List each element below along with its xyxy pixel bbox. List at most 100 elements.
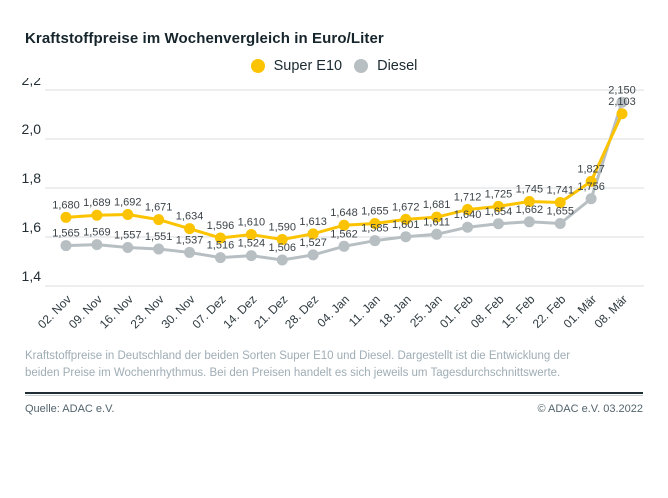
data-label-super-e10: 1,712 [454,192,482,204]
data-point-diesel [554,218,566,230]
data-point-diesel [122,242,134,254]
data-point-super-e10 [554,196,566,208]
data-point-super-e10 [276,233,288,245]
diesel-dot-icon [354,59,369,73]
x-axis-tick: 22. Feb [530,292,569,331]
data-point-diesel [492,218,504,230]
data-point-diesel [369,235,381,247]
x-axis-tick: 07. Dez [189,292,228,331]
data-point-diesel [184,246,196,258]
data-point-diesel [307,249,319,261]
data-label-diesel: 1,506 [268,242,296,254]
super-e10-dot-icon [250,59,265,73]
x-axis-tick: 01. Feb [437,292,476,331]
x-axis-tick: 01. Mär [561,292,600,331]
x-axis-tick: 21. Dez [251,292,290,331]
chart-footnote: Kraftstoffpreise in Deutschland der beid… [25,350,571,380]
data-point-diesel [431,228,443,240]
legend-item-diesel: Diesel [354,58,417,74]
data-point-diesel [523,216,535,228]
x-axis-tick: 11. Jan [346,292,383,329]
data-label-diesel: 1,557 [114,230,142,242]
footer: Quelle: ADAC e.V. © ADAC e.V. 03.2022 [25,403,643,415]
x-axis-tick: 23. Nov [128,292,167,331]
data-label-super-e10: 1,725 [485,188,513,200]
data-point-super-e10 [431,211,443,223]
y-axis-tick: 2,0 [22,121,42,137]
data-point-super-e10 [60,211,72,223]
source-text: Quelle: ADAC e.V. [25,402,115,415]
data-label-diesel: 1,551 [145,231,173,243]
data-point-super-e10 [523,195,535,207]
data-label-super-e10: 1,741 [546,184,574,196]
divider [25,391,643,396]
x-axis-tick: 16. Nov [97,292,136,331]
x-axis-tick: 08. Feb [468,292,507,331]
data-point-super-e10 [214,232,226,244]
data-label-super-e10: 1,634 [176,211,204,223]
x-axis-tick: 04. Jan [314,292,352,330]
data-point-diesel [338,240,350,252]
data-point-super-e10 [616,108,628,120]
data-label-super-e10: 1,827 [577,163,605,175]
data-point-super-e10 [462,204,474,216]
data-label-diesel: 1,569 [83,227,111,239]
data-label-super-e10: 1,613 [299,216,327,228]
y-axis-tick: 2,2 [22,78,42,88]
data-label-super-e10: 1,655 [361,206,389,218]
data-point-super-e10 [338,219,350,231]
data-label-diesel: 1,562 [330,228,358,240]
legend-label-super-e10: Super E10 [273,58,343,74]
legend-item-super-e10: Super E10 [250,58,343,74]
data-label-super-e10: 2,103 [608,96,636,108]
data-point-diesel [245,250,257,262]
data-point-super-e10 [91,209,103,221]
data-point-super-e10 [245,229,257,241]
data-label-super-e10: 1,692 [114,196,142,208]
data-label-super-e10: 1,672 [392,201,420,213]
data-point-super-e10 [307,228,319,240]
data-label-super-e10: 1,648 [330,207,358,219]
data-point-super-e10 [122,208,134,220]
data-label-super-e10: 1,671 [145,202,173,214]
x-axis-tick: 30. Nov [159,292,198,331]
data-label-diesel: 1,640 [454,209,482,221]
data-point-super-e10 [153,214,165,226]
data-point-diesel [616,96,628,108]
data-label-diesel: 1,756 [577,181,605,193]
data-label-super-e10: 1,596 [207,220,235,232]
y-axis-tick: 1,6 [22,219,42,235]
data-point-super-e10 [369,218,381,230]
data-label-diesel: 1,611 [423,216,450,228]
data-label-diesel: 1,527 [299,237,327,249]
x-axis-tick: 08. Mär [591,292,630,331]
data-point-super-e10 [585,175,597,187]
data-label-diesel: 1,662 [516,204,544,216]
copyright-text: © ADAC e.V. 03.2022 [537,402,643,415]
data-point-diesel [462,221,474,233]
x-axis-tick: 15. Feb [499,292,538,331]
data-label-diesel: 1,654 [485,206,513,218]
legend-label-diesel: Diesel [377,58,418,74]
y-axis-tick: 1,8 [22,170,42,186]
data-point-super-e10 [400,213,412,225]
data-label-diesel: 2,150 [608,84,636,96]
data-point-super-e10 [184,223,196,235]
data-label-super-e10: 1,590 [268,221,296,233]
data-point-diesel [276,254,288,266]
data-point-diesel [400,231,412,243]
data-label-diesel: 1,585 [361,223,389,235]
data-label-diesel: 1,565 [52,228,80,240]
data-point-diesel [153,243,165,255]
data-label-diesel: 1,601 [392,219,420,231]
data-point-diesel [91,239,103,251]
chart-title: Kraftstoffpreise im Wochenvergleich in E… [25,30,384,47]
x-axis-tick: 09. Nov [66,292,105,331]
data-point-diesel [585,193,597,205]
data-label-super-e10: 1,680 [52,199,80,211]
data-label-super-e10: 1,681 [423,199,451,211]
x-axis-tick: 14. Dez [220,292,259,331]
x-axis-tick: 02. Nov [35,292,74,331]
data-label-super-e10: 1,610 [238,217,266,229]
